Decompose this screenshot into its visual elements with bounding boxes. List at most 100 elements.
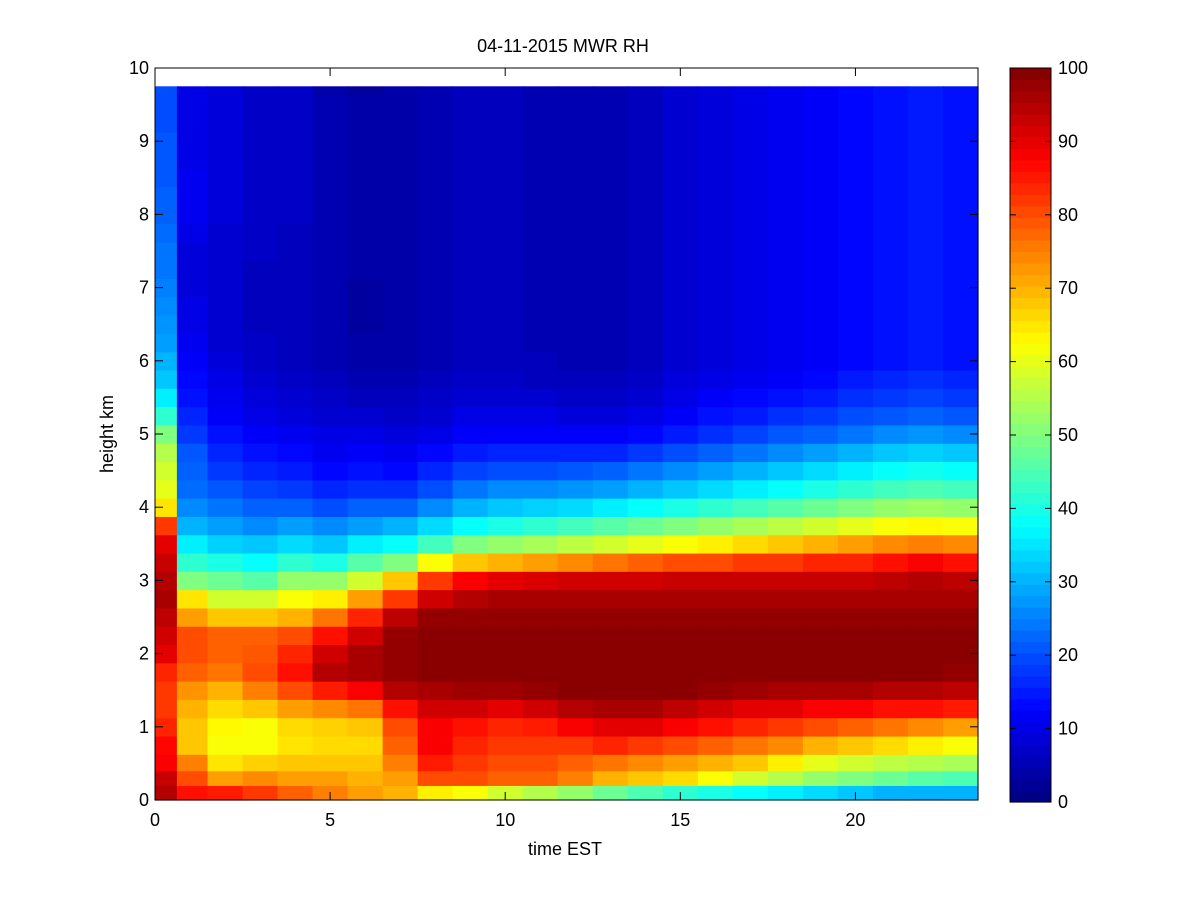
heatmap-cell — [872, 571, 909, 591]
heatmap-cell — [312, 241, 349, 261]
heatmap-cell — [837, 95, 874, 115]
heatmap-cell — [837, 662, 874, 682]
heatmap-cell — [452, 735, 489, 755]
heatmap-cell — [872, 717, 909, 737]
heatmap-cell — [942, 735, 979, 755]
heatmap-cell — [802, 770, 839, 786]
colorbar-swatch — [1010, 710, 1051, 723]
heatmap-cell — [242, 479, 279, 499]
heatmap-cell — [382, 278, 419, 298]
heatmap-cell — [487, 516, 524, 536]
heatmap-cell — [732, 516, 769, 536]
heatmap-cell — [347, 168, 384, 188]
heatmap-cell — [627, 681, 664, 700]
heatmap-cell — [697, 443, 734, 463]
heatmap-cell — [697, 223, 734, 243]
heatmap-cell — [487, 95, 524, 115]
heatmap-cell — [872, 644, 909, 664]
colorbar-swatch — [1010, 779, 1051, 792]
heatmap-cell — [382, 479, 419, 499]
heatmap-cell — [452, 186, 489, 206]
heatmap-cell — [627, 754, 664, 772]
heatmap-cell — [312, 754, 349, 772]
heatmap-cell — [837, 369, 874, 389]
heatmap-cell — [732, 278, 769, 298]
heatmap-cell — [907, 186, 944, 206]
heatmap-cell — [872, 113, 909, 133]
heatmap-cell — [907, 205, 944, 225]
heatmap-cell — [592, 95, 629, 115]
heatmap-cell — [277, 424, 314, 444]
heatmap-cell — [347, 589, 384, 609]
heatmap-cell — [732, 443, 769, 463]
heatmap-cell — [837, 150, 874, 170]
heatmap-cell — [697, 315, 734, 334]
heatmap-cell — [242, 681, 279, 700]
heatmap-cell — [452, 589, 489, 609]
heatmap-cell — [417, 260, 454, 280]
heatmap-cell — [802, 168, 839, 188]
heatmap-cell — [417, 479, 454, 499]
heatmap-cell — [557, 113, 594, 133]
heatmap-cell — [277, 607, 314, 627]
heatmap-cell — [662, 552, 699, 572]
heatmap-cell — [155, 516, 178, 536]
heatmap-cell — [767, 369, 804, 389]
heatmap-cell — [417, 223, 454, 243]
heatmap-cell — [872, 461, 909, 481]
heatmap-cell — [155, 260, 178, 280]
y-tick-label: 7 — [139, 278, 149, 298]
heatmap-cell — [382, 699, 419, 719]
heatmap-cell — [176, 315, 209, 334]
heatmap-cell — [522, 223, 559, 243]
heatmap-cell — [592, 571, 629, 591]
heatmap-cell — [487, 86, 524, 97]
heatmap-cell — [522, 552, 559, 572]
heatmap-cell — [242, 132, 279, 151]
heatmap-cell — [662, 278, 699, 298]
heatmap-cell — [242, 186, 279, 206]
heatmap-cell — [347, 785, 384, 801]
heatmap-cell — [207, 406, 244, 426]
heatmap-cell — [557, 681, 594, 700]
heatmap-cell — [487, 168, 524, 188]
heatmap-cell — [207, 607, 244, 627]
heatmap-cell — [872, 278, 909, 298]
heatmap-cell — [732, 498, 769, 517]
heatmap-cell — [802, 498, 839, 517]
heatmap-cell — [732, 717, 769, 737]
heatmap-cell — [907, 223, 944, 243]
heatmap-cell — [837, 424, 874, 444]
heatmap-cell — [872, 86, 909, 97]
heatmap-cell — [452, 113, 489, 133]
heatmap-cell — [872, 534, 909, 554]
heatmap-cell — [767, 278, 804, 298]
heatmap-cell — [347, 296, 384, 316]
heatmap-cell — [662, 443, 699, 463]
heatmap-cell — [697, 626, 734, 646]
heatmap-cell — [522, 717, 559, 737]
heatmap-cell — [942, 296, 979, 316]
heatmap-cell — [452, 770, 489, 786]
heatmap-cell — [557, 461, 594, 481]
heatmap-cell — [907, 443, 944, 463]
heatmap-cell — [802, 754, 839, 772]
heatmap-cell — [347, 498, 384, 517]
heatmap-cell — [627, 333, 664, 353]
heatmap-cell — [417, 315, 454, 334]
heatmap-cell — [767, 552, 804, 572]
heatmap-cell — [767, 461, 804, 481]
heatmap-cell — [557, 86, 594, 97]
heatmap-cell — [802, 552, 839, 572]
heatmap-cell — [176, 770, 209, 786]
heatmap-cell — [732, 132, 769, 151]
heatmap-cell — [907, 754, 944, 772]
heatmap-cell — [802, 406, 839, 426]
heatmap-cell — [942, 443, 979, 463]
heatmap-cell — [662, 223, 699, 243]
heatmap-cell — [347, 333, 384, 353]
colorbar-swatch — [1010, 377, 1051, 390]
heatmap-cell — [347, 369, 384, 389]
heatmap-cell — [802, 717, 839, 737]
heatmap-cell — [592, 681, 629, 700]
